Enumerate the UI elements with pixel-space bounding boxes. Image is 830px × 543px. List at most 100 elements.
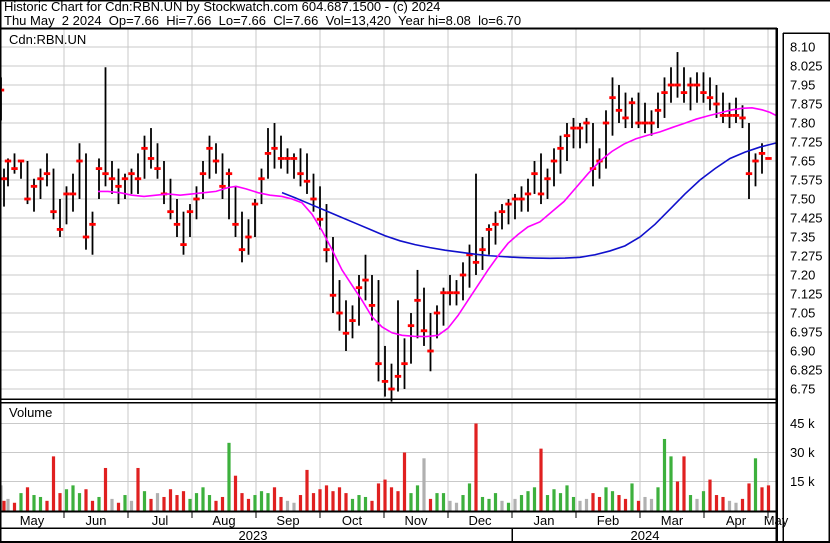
close-tick (115, 184, 122, 188)
volume-bar (116, 502, 121, 511)
volume-bar (58, 493, 62, 511)
volume-bar (207, 495, 212, 511)
volume-bar (487, 498, 491, 511)
month-label: Sep (276, 513, 299, 528)
symbol-label: Cdn:RBN.UN (9, 32, 87, 47)
volume-bar (110, 498, 114, 511)
close-tick (492, 222, 499, 226)
volume-bar (279, 496, 283, 511)
chart-right-border (775, 28, 778, 542)
volume-tick-label: 15 k (790, 474, 815, 489)
volume-bar (766, 485, 771, 511)
volume-bar (688, 495, 693, 511)
volume-bar (2, 500, 6, 511)
volume-bar (214, 500, 218, 511)
volume-bar (740, 498, 745, 511)
volume-bar (584, 498, 589, 511)
close-tick (687, 83, 694, 87)
volume-bar (396, 491, 400, 511)
volume-bar (350, 498, 355, 511)
close-tick (50, 210, 57, 214)
close-tick (147, 157, 155, 160)
volume-bar (129, 500, 134, 511)
close-tick (388, 387, 395, 391)
price-tick-label: 7.575 (790, 173, 823, 188)
volume-bar (331, 491, 335, 511)
volume-bar (558, 493, 563, 511)
close-tick (277, 157, 285, 160)
volume-bar (162, 496, 166, 511)
close-tick (238, 248, 246, 252)
close-tick (271, 146, 278, 150)
volume-bar (357, 495, 361, 511)
volume-bar (77, 493, 82, 511)
price-tick-label: 6.75 (790, 382, 815, 397)
volume-bar (461, 495, 465, 511)
close-tick (758, 152, 766, 155)
month-label: May (764, 513, 789, 528)
close-tick (485, 228, 493, 231)
close-tick (479, 248, 486, 252)
volume-bar (506, 502, 511, 511)
volume-bar (181, 491, 186, 511)
month-label: Jan (534, 513, 555, 528)
close-tick (414, 298, 421, 302)
close-tick (713, 102, 720, 106)
volume-bar (97, 496, 101, 511)
close-tick (407, 324, 415, 328)
volume-bar (344, 493, 348, 511)
close-tick (472, 260, 480, 264)
close-tick (316, 217, 324, 221)
close-tick (219, 184, 226, 188)
volume-bar (591, 493, 595, 511)
close-tick (602, 121, 610, 125)
close-tick (323, 248, 330, 252)
volume-bar (428, 498, 433, 511)
volume-bar (311, 493, 316, 511)
month-label: Dec (468, 513, 492, 528)
close-tick (628, 101, 636, 105)
close-tick (95, 167, 103, 170)
volume-bar (194, 493, 199, 511)
close-tick (37, 177, 44, 181)
close-tick (56, 228, 64, 231)
month-label: Feb (597, 513, 619, 528)
volume-bar (272, 487, 277, 511)
volume-bar (71, 485, 75, 511)
volume-bar (630, 483, 634, 511)
volume-bar (760, 487, 764, 511)
price-tick-label: 7.425 (790, 211, 823, 226)
volume-bar (519, 495, 524, 511)
volume-bar (25, 487, 30, 511)
volume-bar (51, 456, 56, 511)
close-tick (719, 114, 727, 117)
volume-bar (305, 469, 309, 511)
close-tick (82, 235, 90, 239)
close-tick (134, 177, 142, 181)
volume-bar (643, 496, 647, 511)
close-tick (76, 159, 83, 163)
price-tick-label: 8.10 (790, 40, 815, 55)
close-tick (303, 179, 311, 183)
close-tick (537, 192, 545, 196)
month-label: Oct (342, 513, 363, 528)
close-tick (4, 159, 12, 163)
volume-tick-label: 45 k (790, 416, 815, 431)
volume-bar (409, 493, 413, 511)
volume-bar (753, 458, 758, 511)
volume-bar (12, 502, 17, 511)
volume-bar (402, 452, 407, 511)
volume-bar (19, 493, 23, 511)
close-tick (394, 374, 402, 378)
volume-bar (64, 489, 69, 511)
volume-bar (136, 467, 140, 511)
volume-bar (298, 495, 303, 511)
close-tick (329, 293, 337, 297)
close-tick (141, 146, 148, 150)
close-tick (193, 197, 200, 201)
volume-bar (149, 498, 153, 511)
volume-bar (142, 491, 147, 511)
volume-bar (415, 485, 420, 511)
close-tick (375, 362, 382, 366)
close-tick (466, 253, 473, 257)
